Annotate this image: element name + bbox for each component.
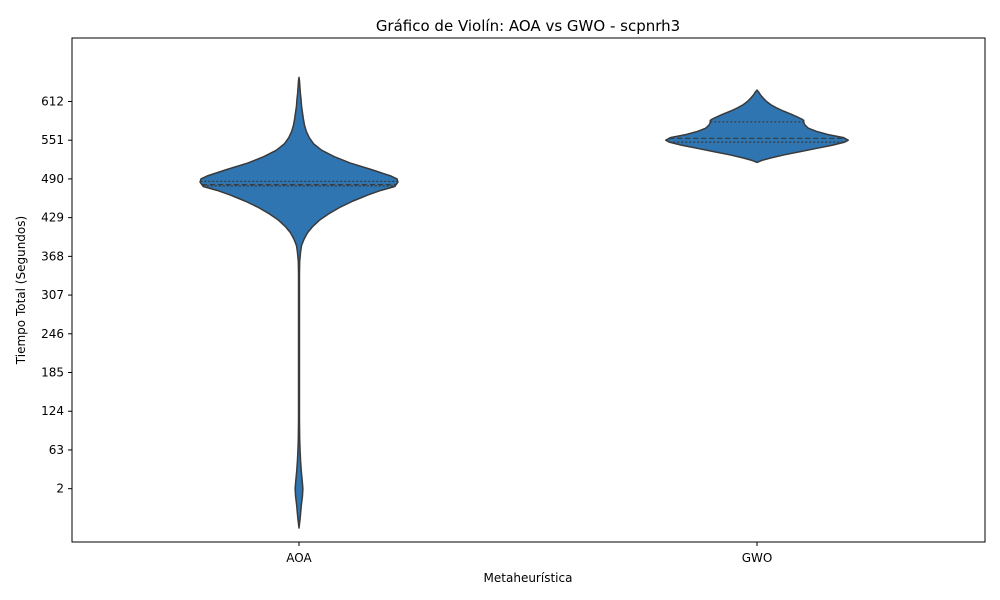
y-tick-label: 124	[41, 404, 64, 418]
y-tick-label: 612	[41, 94, 64, 108]
chart-title: Gráfico de Violín: AOA vs GWO - scpnrh3	[376, 17, 680, 35]
violins-group	[199, 76, 849, 529]
violin-aoa	[199, 76, 399, 529]
y-axis-label: Tiempo Total (Segundos)	[14, 216, 28, 365]
y-tick-label: 490	[41, 172, 64, 186]
x-tick-label: AOA	[286, 551, 312, 565]
y-tick-label: 63	[49, 443, 64, 457]
y-tick-label: 429	[41, 211, 64, 225]
y-tick-label: 551	[41, 133, 64, 147]
x-axis-label: Metaheurística	[484, 571, 573, 585]
y-axis-ticks: 2 63 124 185 246 307 368 429 490 551 612	[41, 94, 72, 496]
x-axis-ticks: AOA GWO	[286, 542, 772, 565]
y-tick-label: 246	[41, 327, 64, 341]
y-tick-label: 2	[56, 482, 64, 496]
x-tick-label: GWO	[742, 551, 773, 565]
y-tick-label: 368	[41, 249, 64, 263]
y-tick-label: 185	[41, 366, 64, 380]
y-tick-label: 307	[41, 288, 64, 302]
violin-gwo	[665, 89, 849, 164]
plot-frame	[71, 37, 986, 543]
